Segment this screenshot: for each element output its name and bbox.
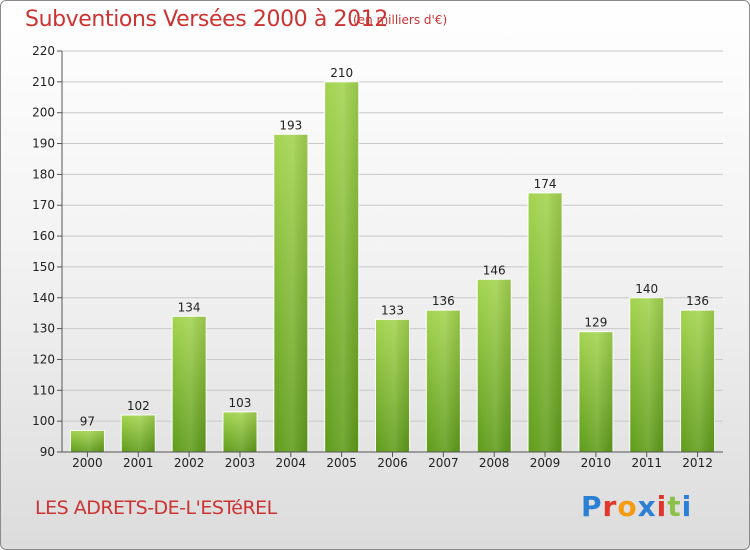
y-tick-label: 200 xyxy=(32,106,55,120)
y-tick-label: 100 xyxy=(32,414,55,428)
logo-letter: r xyxy=(602,490,618,523)
chart-title: Subventions Versées 2000 à 2012 xyxy=(25,7,388,32)
bar-shine xyxy=(222,411,257,452)
bar-shine xyxy=(121,414,156,452)
y-tick-label: 160 xyxy=(32,229,55,243)
logo-letter: i xyxy=(656,490,668,523)
x-tick-label: 2002 xyxy=(174,456,205,470)
x-tick-label: 2003 xyxy=(225,456,256,470)
y-tick-label: 110 xyxy=(32,383,55,397)
x-tick-label: 2008 xyxy=(479,456,510,470)
chart-subtitle: (en milliers d'€) xyxy=(353,13,448,27)
data-label: 103 xyxy=(229,396,252,410)
y-tick-label: 210 xyxy=(32,75,55,89)
logo-letter: x xyxy=(637,490,657,523)
logo-letter: i xyxy=(681,490,693,523)
data-label: 210 xyxy=(330,66,353,80)
data-label: 97 xyxy=(80,414,95,428)
x-tick-label: 2006 xyxy=(377,456,408,470)
data-label: 102 xyxy=(127,399,150,413)
y-tick-label: 150 xyxy=(32,260,55,274)
bar-shine xyxy=(578,331,613,452)
bar-shine xyxy=(629,297,664,452)
bar-shine xyxy=(477,279,512,452)
y-tick-label: 130 xyxy=(32,322,55,336)
data-label: 140 xyxy=(635,282,658,296)
commune-name: LES ADRETS-DE-L'ESTéREL xyxy=(35,497,277,519)
y-tick-label: 190 xyxy=(32,137,55,151)
data-label: 174 xyxy=(534,177,557,191)
bar-shine xyxy=(273,134,308,453)
y-tick-label: 220 xyxy=(32,44,55,58)
logo-letter: P xyxy=(581,490,603,523)
logo-letter: t xyxy=(667,490,682,523)
data-label: 146 xyxy=(483,263,506,277)
y-tick-label: 180 xyxy=(32,167,55,181)
y-tick-label: 170 xyxy=(32,198,55,212)
bar-shine xyxy=(172,316,207,452)
y-tick-label: 90 xyxy=(40,445,55,459)
x-tick-label: 2010 xyxy=(581,456,612,470)
bars: 97 102 134 103 193 210 133 136 146 174 129 140 136 xyxy=(69,66,716,453)
bar-shine xyxy=(680,310,715,452)
x-tick-label: 2005 xyxy=(326,456,357,470)
y-tick-label: 140 xyxy=(32,291,55,305)
x-tick-label: 2012 xyxy=(682,456,713,470)
x-tick-label: 2004 xyxy=(276,456,307,470)
logo-letter: o xyxy=(617,490,638,523)
data-label: 136 xyxy=(432,294,455,308)
bar-shine xyxy=(426,310,461,452)
bar-shine xyxy=(70,430,105,452)
x-tick-label: 2009 xyxy=(530,456,561,470)
axes: 9010011012013014015016017018019020021022… xyxy=(32,44,723,470)
x-tick-label: 2011 xyxy=(631,456,662,470)
data-label: 133 xyxy=(381,303,404,317)
data-label: 129 xyxy=(584,316,607,330)
bar-shine xyxy=(324,81,359,452)
x-tick-label: 2007 xyxy=(428,456,459,470)
data-label: 136 xyxy=(686,294,709,308)
data-label: 193 xyxy=(279,118,302,132)
bar-shine xyxy=(528,192,563,452)
x-tick-label: 2001 xyxy=(123,456,154,470)
y-tick-label: 120 xyxy=(32,352,55,366)
proxiti-logo[interactable]: Proxiti xyxy=(581,490,692,523)
data-label: 134 xyxy=(178,300,201,314)
bar-shine xyxy=(375,319,410,452)
x-tick-label: 2000 xyxy=(72,456,103,470)
